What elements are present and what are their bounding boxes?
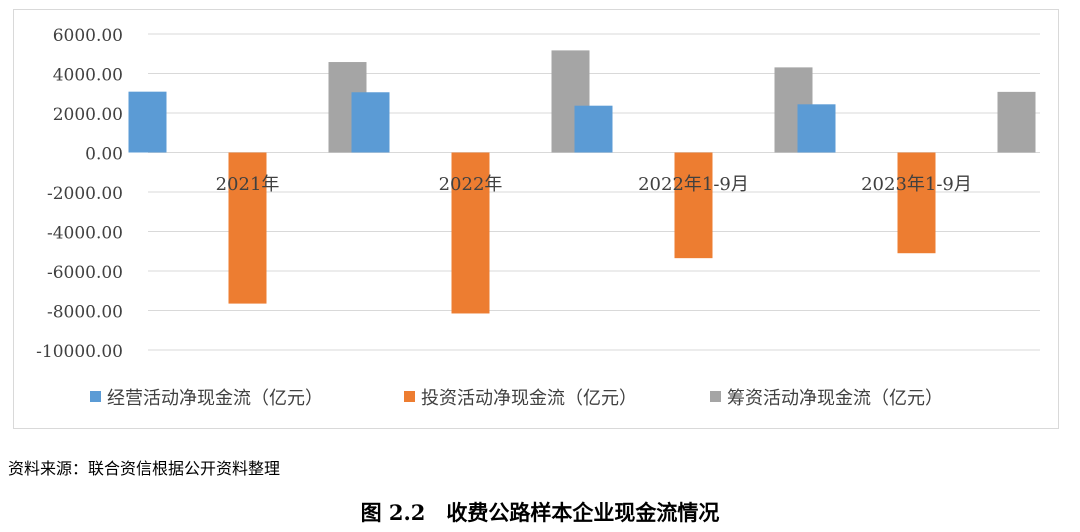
- legend-label: 经营活动净现金流（亿元）: [107, 388, 323, 409]
- x-category-label: 2022年1-9月: [638, 174, 749, 195]
- y-tick-label: -2000.00: [47, 184, 123, 204]
- y-axis-ticks: 6000.00 4000.00 2000.00 0.00 -2000.00 -4000.0…: [36, 26, 123, 362]
- bar: [674, 152, 713, 259]
- legend-swatch: [710, 391, 721, 402]
- bar: [797, 104, 836, 153]
- bars: [128, 50, 1036, 314]
- x-category-label: 2023年1-9月: [861, 174, 972, 195]
- legend-swatch: [90, 391, 101, 402]
- x-axis-categories: 2021年 2022年 2022年1-9月 2023年1-9月: [216, 174, 972, 195]
- y-tick-label: 0.00: [85, 145, 123, 165]
- gridlines: [148, 33, 1040, 351]
- bar: [128, 91, 167, 153]
- bar: [351, 92, 390, 153]
- x-category-label: 2021年: [216, 174, 280, 195]
- cash-flow-bar-chart: 6000.00 4000.00 2000.00 0.00 -2000.00 -4000.0…: [36, 26, 1040, 409]
- bar: [451, 152, 490, 314]
- legend-label: 筹资活动净现金流（亿元）: [727, 388, 943, 409]
- legend-label: 投资活动净现金流（亿元）: [421, 388, 637, 409]
- y-tick-label: 2000.00: [53, 105, 123, 125]
- figure-caption: 图 2.2 收费公路样本企业现金流情况: [360, 500, 720, 525]
- x-category-label: 2022年: [439, 174, 503, 195]
- y-tick-label: -6000.00: [47, 263, 123, 283]
- y-tick-label: -8000.00: [47, 303, 123, 323]
- y-tick-label: 6000.00: [53, 26, 123, 46]
- bar: [228, 152, 267, 304]
- y-tick-label: 4000.00: [53, 66, 123, 86]
- chart-frame: [13, 9, 1059, 429]
- bar: [574, 105, 613, 153]
- legend: 经营活动净现金流（亿元） 投资活动净现金流（亿元） 筹资活动净现金流（亿元）: [90, 388, 943, 409]
- y-tick-label: -4000.00: [47, 224, 123, 244]
- bar: [997, 91, 1036, 153]
- source-note: 资料来源：联合资信根据公开资料整理: [8, 459, 281, 478]
- bar: [897, 152, 936, 254]
- legend-swatch: [404, 391, 415, 402]
- y-tick-label: -10000.00: [36, 342, 123, 362]
